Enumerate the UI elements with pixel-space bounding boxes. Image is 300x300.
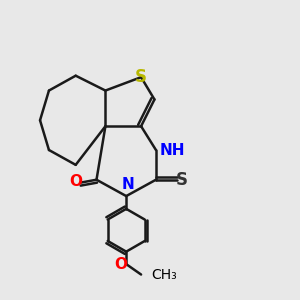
Text: CH₃: CH₃ — [152, 268, 177, 281]
Text: S: S — [135, 68, 147, 86]
Text: NH: NH — [160, 142, 185, 158]
Text: O: O — [69, 174, 82, 189]
Text: N: N — [121, 177, 134, 192]
Text: S: S — [176, 171, 188, 189]
Text: O: O — [114, 256, 128, 272]
